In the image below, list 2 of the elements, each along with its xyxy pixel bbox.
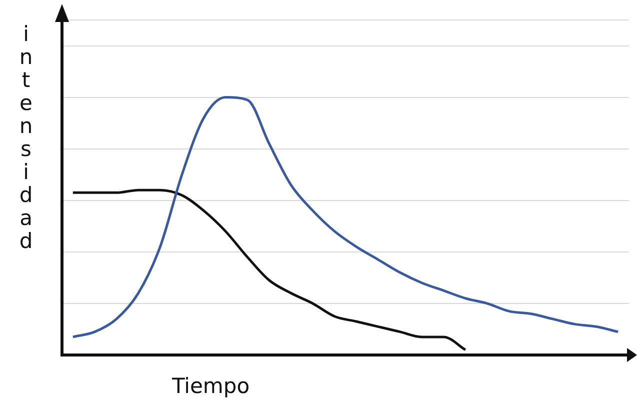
y-axis-title: intensidad xyxy=(14,22,38,252)
x-axis-title: Tiempo xyxy=(172,374,250,398)
